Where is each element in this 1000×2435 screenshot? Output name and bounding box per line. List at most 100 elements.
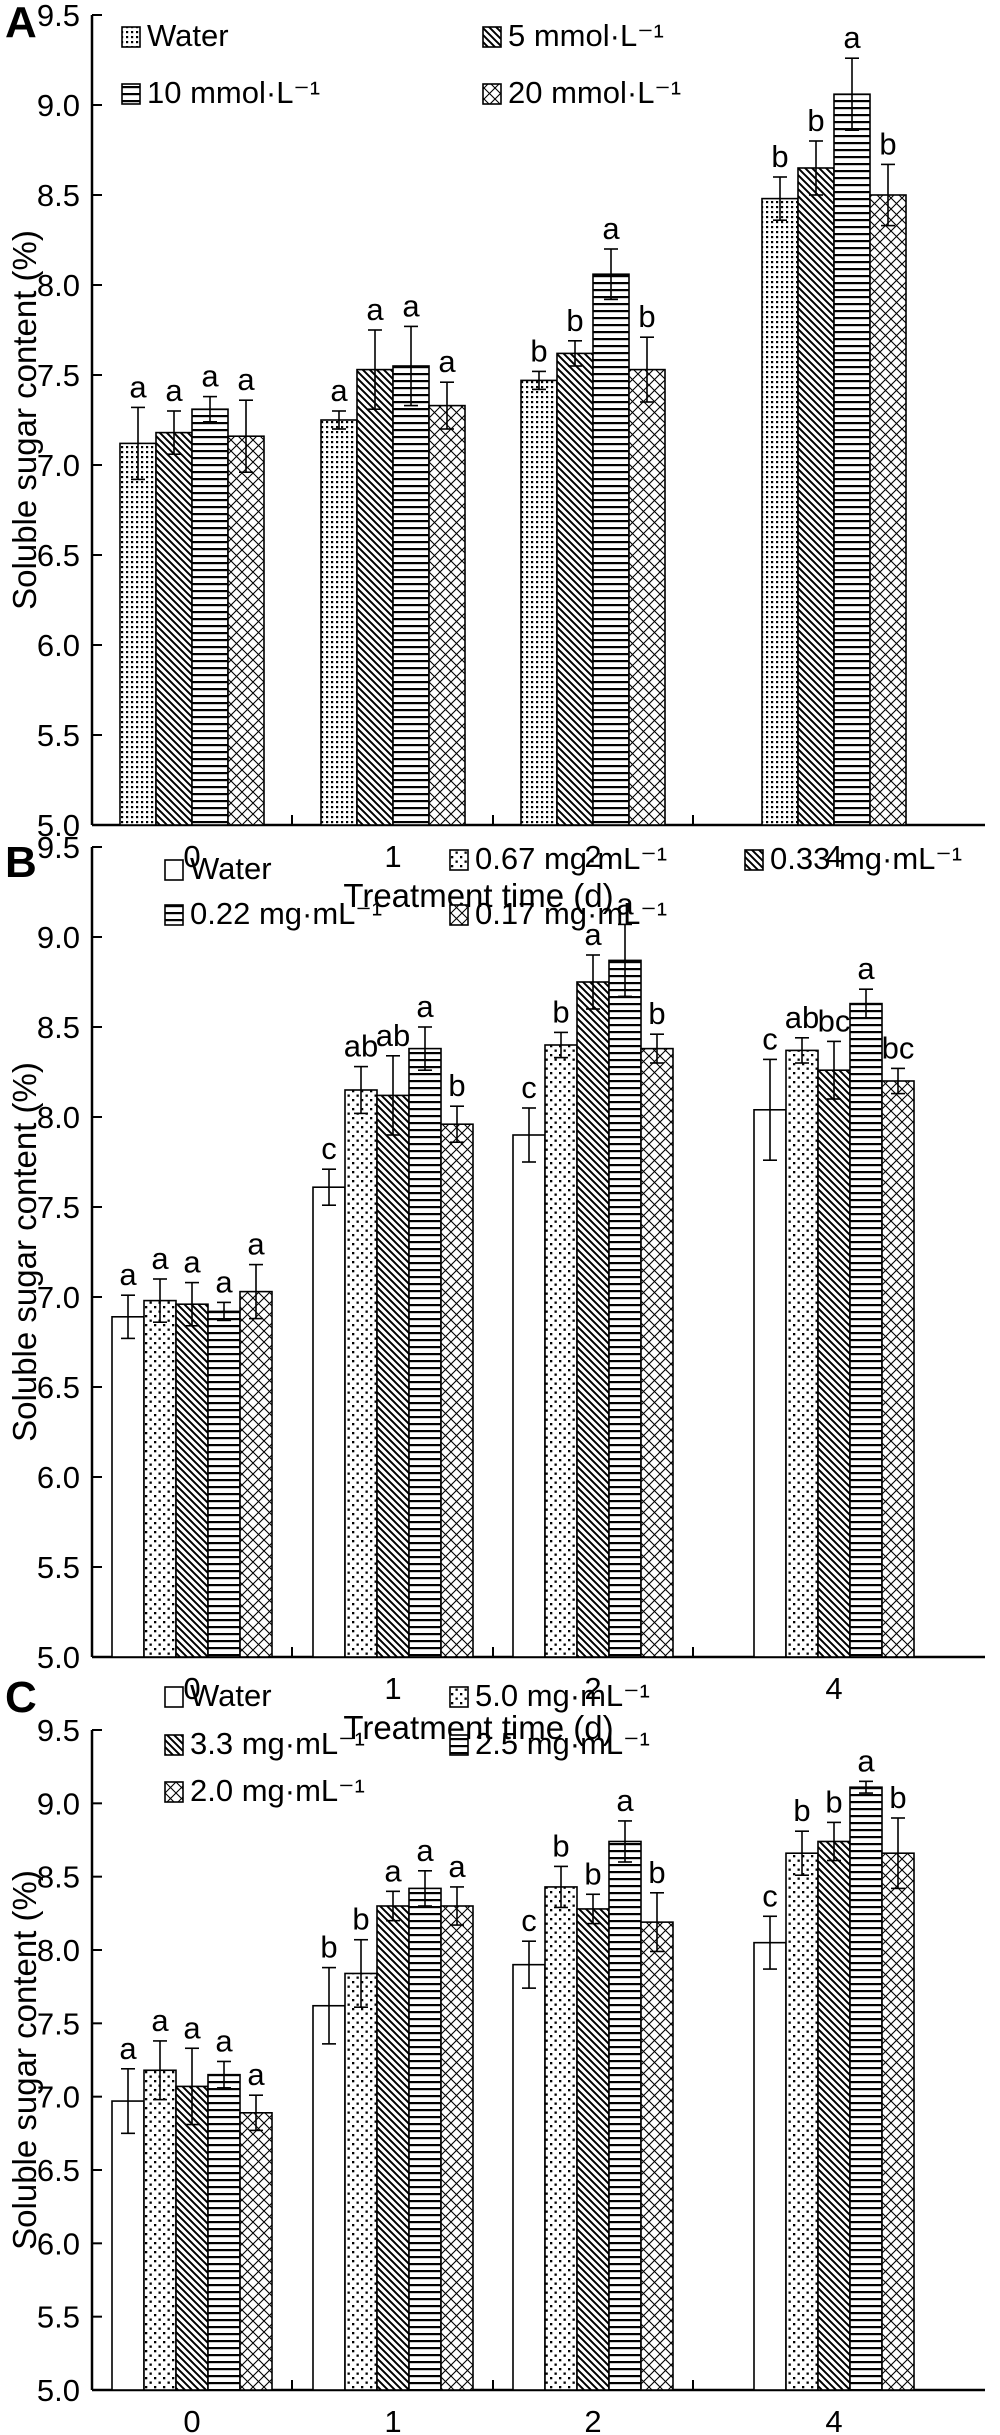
significance-letter: b bbox=[552, 994, 569, 1029]
x-tick-label: 2 bbox=[584, 2404, 601, 2435]
x-tick-label: 4 bbox=[825, 2404, 842, 2435]
bar bbox=[344, 1089, 378, 1658]
significance-letter: ab bbox=[785, 1000, 819, 1035]
legend-swatch bbox=[449, 849, 469, 871]
bar bbox=[344, 1972, 378, 2391]
y-tick-label: 9.0 bbox=[37, 1786, 80, 1821]
y-tick-label: 9.5 bbox=[37, 830, 80, 865]
bar bbox=[408, 1047, 442, 1658]
significance-letter: c bbox=[762, 1878, 778, 1913]
bar bbox=[753, 1109, 787, 1658]
x-tick-label: 4 bbox=[825, 839, 842, 874]
bar bbox=[392, 365, 430, 826]
bar bbox=[175, 2085, 209, 2391]
significance-letter: a bbox=[151, 1241, 169, 1276]
bar bbox=[520, 379, 558, 826]
bar bbox=[628, 368, 666, 826]
bar bbox=[544, 1886, 578, 2391]
y-tick-label: 6.5 bbox=[37, 538, 80, 573]
panel-letter: B bbox=[5, 838, 37, 887]
bar bbox=[428, 404, 466, 826]
x-tick-label: 0 bbox=[183, 1671, 200, 1706]
significance-letter: a bbox=[584, 917, 602, 952]
significance-letter: a bbox=[857, 951, 875, 986]
bar bbox=[608, 1840, 642, 2391]
bar bbox=[556, 352, 594, 826]
bar bbox=[440, 1123, 474, 1658]
chart-panel-a: A 5.0 5.5 6.0 6.5 7.0 7.5 8.0 8.5 9.0 9.5 0 1 2 4 Treat… bbox=[5, 0, 985, 914]
y-tick-label: 9.0 bbox=[37, 88, 80, 123]
bar bbox=[761, 197, 799, 826]
significance-letter: b bbox=[793, 1793, 810, 1828]
y-tick-label: 5.0 bbox=[37, 2373, 80, 2408]
significance-letter: b bbox=[825, 1784, 842, 1819]
significance-letter: c bbox=[521, 1070, 537, 1105]
significance-letter: a bbox=[448, 1849, 466, 1884]
y-tick-label: 6.0 bbox=[37, 1460, 80, 1495]
significance-letter: a bbox=[616, 886, 634, 921]
y-tick-label: 7.0 bbox=[37, 1280, 80, 1315]
bar bbox=[881, 1852, 915, 2391]
bar bbox=[320, 419, 358, 826]
bar bbox=[753, 1941, 787, 2391]
y-tick-label: 6.5 bbox=[37, 2153, 80, 2188]
bar bbox=[408, 1887, 442, 2391]
bar bbox=[881, 1080, 915, 1658]
legend-swatch bbox=[449, 1734, 469, 1756]
y-tick-label: 6.0 bbox=[37, 2226, 80, 2261]
legend-label: Water bbox=[147, 18, 229, 53]
significance-letter: a bbox=[402, 288, 420, 323]
y-tick-label: 6.0 bbox=[37, 628, 80, 663]
significance-letter: ab bbox=[376, 1018, 410, 1053]
bar bbox=[207, 2073, 241, 2391]
significance-letter: a bbox=[247, 2057, 265, 2092]
bar bbox=[576, 1908, 610, 2391]
y-tick-label: 8.0 bbox=[37, 268, 80, 303]
legend-swatch bbox=[482, 26, 502, 48]
significance-letter: a bbox=[201, 359, 219, 394]
legend-label: 20 mmol·L⁻¹ bbox=[508, 75, 681, 110]
y-tick-label: 6.5 bbox=[37, 1370, 80, 1405]
significance-letter: a bbox=[237, 362, 255, 397]
panel-letter: C bbox=[5, 1673, 37, 1722]
bar bbox=[797, 167, 835, 826]
significance-letter: b bbox=[530, 333, 547, 368]
significance-letter: a bbox=[119, 2031, 137, 2066]
bar bbox=[143, 1299, 177, 1658]
bar bbox=[817, 1069, 851, 1658]
y-tick-label: 8.0 bbox=[37, 1933, 80, 1968]
significance-letter: a bbox=[330, 373, 348, 408]
bar bbox=[849, 1002, 883, 1658]
bar bbox=[592, 273, 630, 826]
significance-letter: c bbox=[521, 1903, 537, 1938]
y-tick-label: 8.5 bbox=[37, 1010, 80, 1045]
y-tick-label: 9.5 bbox=[37, 0, 80, 33]
y-tick-label: 5.5 bbox=[37, 718, 80, 753]
bar bbox=[111, 1316, 145, 1658]
bar bbox=[376, 1094, 410, 1658]
bar bbox=[544, 1044, 578, 1658]
y-tick-label: 7.0 bbox=[37, 448, 80, 483]
significance-letter: a bbox=[215, 1264, 233, 1299]
bar bbox=[227, 435, 265, 826]
y-tick-label: 8.5 bbox=[37, 178, 80, 213]
bar bbox=[143, 2069, 177, 2391]
bar bbox=[608, 959, 642, 1658]
legend-swatch bbox=[744, 849, 764, 871]
legend-label: 2.0 mg·mL⁻¹ bbox=[190, 1773, 365, 1808]
y-axis-label: Soluble sugar content (%) bbox=[6, 1870, 43, 2250]
significance-letter: a bbox=[416, 1833, 434, 1868]
significance-letter: a bbox=[129, 369, 147, 404]
significance-letter: b bbox=[638, 299, 655, 334]
x-tick-label: 2 bbox=[584, 1671, 601, 1706]
significance-letter: c bbox=[762, 1021, 778, 1056]
legend-swatch bbox=[164, 1781, 184, 1803]
significance-letter: a bbox=[366, 292, 384, 327]
legend-label: Water bbox=[190, 851, 272, 886]
legend-swatch bbox=[164, 1734, 184, 1756]
significance-letter: bc bbox=[818, 1003, 851, 1038]
bar bbox=[376, 1905, 410, 2391]
legend-swatch bbox=[121, 26, 141, 48]
legend-label: 0.22 mg·mL⁻¹ bbox=[190, 896, 382, 931]
